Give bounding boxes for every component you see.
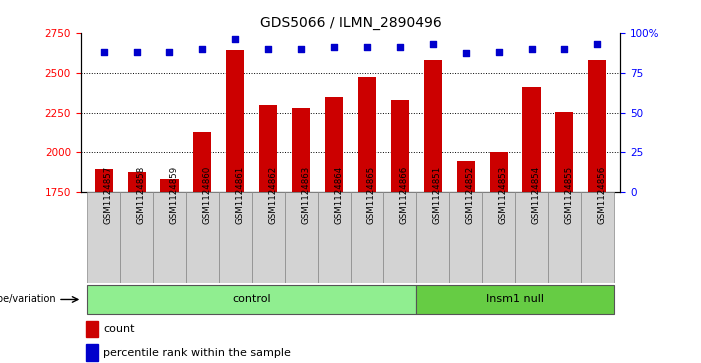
- Bar: [219, 192, 252, 283]
- Point: [263, 46, 274, 52]
- Bar: [416, 285, 614, 314]
- Text: GSM1124857: GSM1124857: [104, 166, 113, 224]
- Text: count: count: [103, 324, 135, 334]
- Bar: [456, 161, 475, 192]
- Text: GSM1124863: GSM1124863: [301, 166, 310, 224]
- Bar: [259, 105, 278, 192]
- Point: [230, 36, 241, 42]
- Bar: [350, 192, 383, 283]
- Bar: [86, 344, 98, 361]
- Point: [427, 41, 438, 47]
- Bar: [161, 179, 179, 192]
- Title: GDS5066 / ILMN_2890496: GDS5066 / ILMN_2890496: [259, 16, 442, 30]
- Bar: [87, 285, 416, 314]
- Text: GSM1124853: GSM1124853: [498, 166, 508, 224]
- Bar: [325, 97, 343, 192]
- Bar: [522, 87, 540, 192]
- Text: GSM1124859: GSM1124859: [170, 166, 179, 224]
- Text: GSM1124861: GSM1124861: [236, 166, 245, 224]
- Bar: [86, 321, 98, 337]
- Bar: [423, 60, 442, 192]
- Bar: [416, 192, 449, 283]
- Text: GSM1124866: GSM1124866: [400, 166, 409, 224]
- Text: GSM1124855: GSM1124855: [564, 166, 573, 224]
- Point: [460, 50, 471, 56]
- Text: Insm1 null: Insm1 null: [486, 294, 544, 305]
- Text: genotype/variation: genotype/variation: [0, 294, 56, 305]
- Point: [197, 46, 208, 52]
- Text: percentile rank within the sample: percentile rank within the sample: [103, 348, 291, 358]
- Bar: [383, 192, 416, 283]
- Point: [394, 44, 405, 50]
- Bar: [581, 192, 614, 283]
- Bar: [252, 192, 285, 283]
- Text: control: control: [233, 294, 271, 305]
- Point: [592, 41, 603, 47]
- Bar: [292, 108, 310, 192]
- Bar: [128, 172, 146, 192]
- Bar: [318, 192, 350, 283]
- Bar: [95, 169, 113, 192]
- Bar: [449, 192, 482, 283]
- Point: [361, 44, 372, 50]
- Text: GSM1124852: GSM1124852: [465, 166, 475, 224]
- Text: GSM1124865: GSM1124865: [367, 166, 376, 224]
- Text: GSM1124860: GSM1124860: [203, 166, 212, 224]
- Bar: [120, 192, 153, 283]
- Point: [98, 49, 109, 55]
- Bar: [391, 100, 409, 192]
- Bar: [588, 60, 606, 192]
- Point: [296, 46, 307, 52]
- Point: [164, 49, 175, 55]
- Text: GSM1124854: GSM1124854: [531, 166, 540, 224]
- Bar: [515, 192, 548, 283]
- Text: GSM1124864: GSM1124864: [334, 166, 343, 224]
- Bar: [153, 192, 186, 283]
- Bar: [186, 192, 219, 283]
- Bar: [226, 50, 245, 192]
- Point: [131, 49, 142, 55]
- Bar: [87, 192, 120, 283]
- Bar: [193, 132, 212, 192]
- Point: [329, 44, 340, 50]
- Point: [493, 49, 504, 55]
- Bar: [482, 192, 515, 283]
- Bar: [285, 192, 318, 283]
- Bar: [489, 152, 508, 192]
- Text: GSM1124858: GSM1124858: [137, 166, 146, 224]
- Text: GSM1124862: GSM1124862: [268, 166, 277, 224]
- Bar: [555, 112, 573, 192]
- Text: GSM1124856: GSM1124856: [597, 166, 606, 224]
- Point: [526, 46, 537, 52]
- Bar: [548, 192, 581, 283]
- Bar: [358, 77, 376, 192]
- Point: [559, 46, 570, 52]
- Text: GSM1124851: GSM1124851: [433, 166, 442, 224]
